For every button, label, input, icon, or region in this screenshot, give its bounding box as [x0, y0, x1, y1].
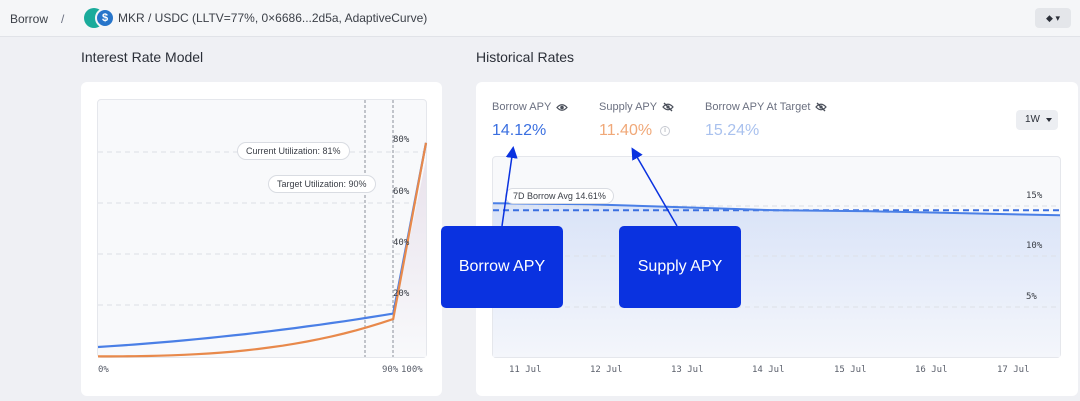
eye-icon[interactable] [556, 103, 569, 112]
supply-apy-callout: Supply APY [619, 226, 741, 308]
borrow-avg-chip: 7D Borrow Avg 14.61% [505, 188, 614, 204]
chevron-down-icon [1046, 118, 1052, 122]
hist-x-tick: 16 Jul [915, 365, 948, 375]
hist-y-tick: 10% [1026, 241, 1043, 251]
irm-x-tick: 90% [382, 365, 399, 375]
hist-y-tick: 5% [1026, 292, 1037, 302]
hist-x-tick: 12 Jul [590, 365, 623, 375]
network-selector-button[interactable]: ◆ ▾ [1035, 8, 1071, 28]
target-utilization-tooltip: Target Utilization: 90% [268, 175, 376, 193]
hist-y-tick: 15% [1026, 191, 1043, 201]
hist-x-tick: 17 Jul [997, 365, 1030, 375]
info-icon[interactable]: i [660, 126, 670, 136]
historical-rates-title: Historical Rates [476, 49, 575, 65]
supply-arrow [631, 147, 678, 227]
irm-y-tick: 60% [393, 187, 410, 197]
hist-x-tick: 13 Jul [671, 365, 704, 375]
breadcrumb-borrow[interactable]: Borrow [10, 12, 49, 26]
borrow-arrow [501, 146, 518, 227]
irm-y-tick: 20% [393, 289, 410, 299]
irm-x-tick: 0% [98, 365, 109, 375]
borrow-apy-line [492, 202, 1061, 217]
irm-y-tick: 40% [393, 238, 410, 248]
borrow-apy-at-target-label: Borrow APY At Target [705, 101, 828, 113]
irm-y-tick: 80% [393, 135, 410, 145]
borrow-apy-value: 14.12% [492, 122, 547, 139]
borrow-apy-callout: Borrow APY [441, 226, 563, 308]
market-title: MKR / USDC (LLTV=77%, 0×6686...2d5a, Ada… [118, 11, 428, 25]
breadcrumb-separator: / [61, 12, 65, 26]
hist-x-tick: 14 Jul [752, 365, 785, 375]
irm-supply-line [98, 142, 428, 358]
borrow-apy-at-target-value: 15.24% [705, 122, 760, 139]
supply-apy-label: Supply APY [599, 101, 674, 113]
eye-slash-icon[interactable] [815, 102, 828, 112]
irm-x-tick: 100% [401, 365, 423, 375]
top-bar: Borrow / $ MKR / USDC (LLTV=77%, 0×6686.… [0, 0, 1080, 37]
borrow-apy-label: Borrow APY [492, 101, 569, 113]
hist-x-tick: 15 Jul [834, 365, 867, 375]
time-range-selector[interactable]: 1W [1016, 110, 1058, 130]
irm-borrow-line [97, 142, 428, 349]
irm-area-fill [393, 160, 426, 357]
hist-x-tick: 11 Jul [509, 365, 542, 375]
eye-slash-icon[interactable] [662, 102, 674, 112]
supply-apy-value: 11.40% [599, 122, 653, 139]
interest-rate-model-title: Interest Rate Model [81, 49, 204, 65]
current-utilization-tooltip: Current Utilization: 81% [237, 142, 350, 160]
usdc-token-icon: $ [95, 8, 115, 28]
